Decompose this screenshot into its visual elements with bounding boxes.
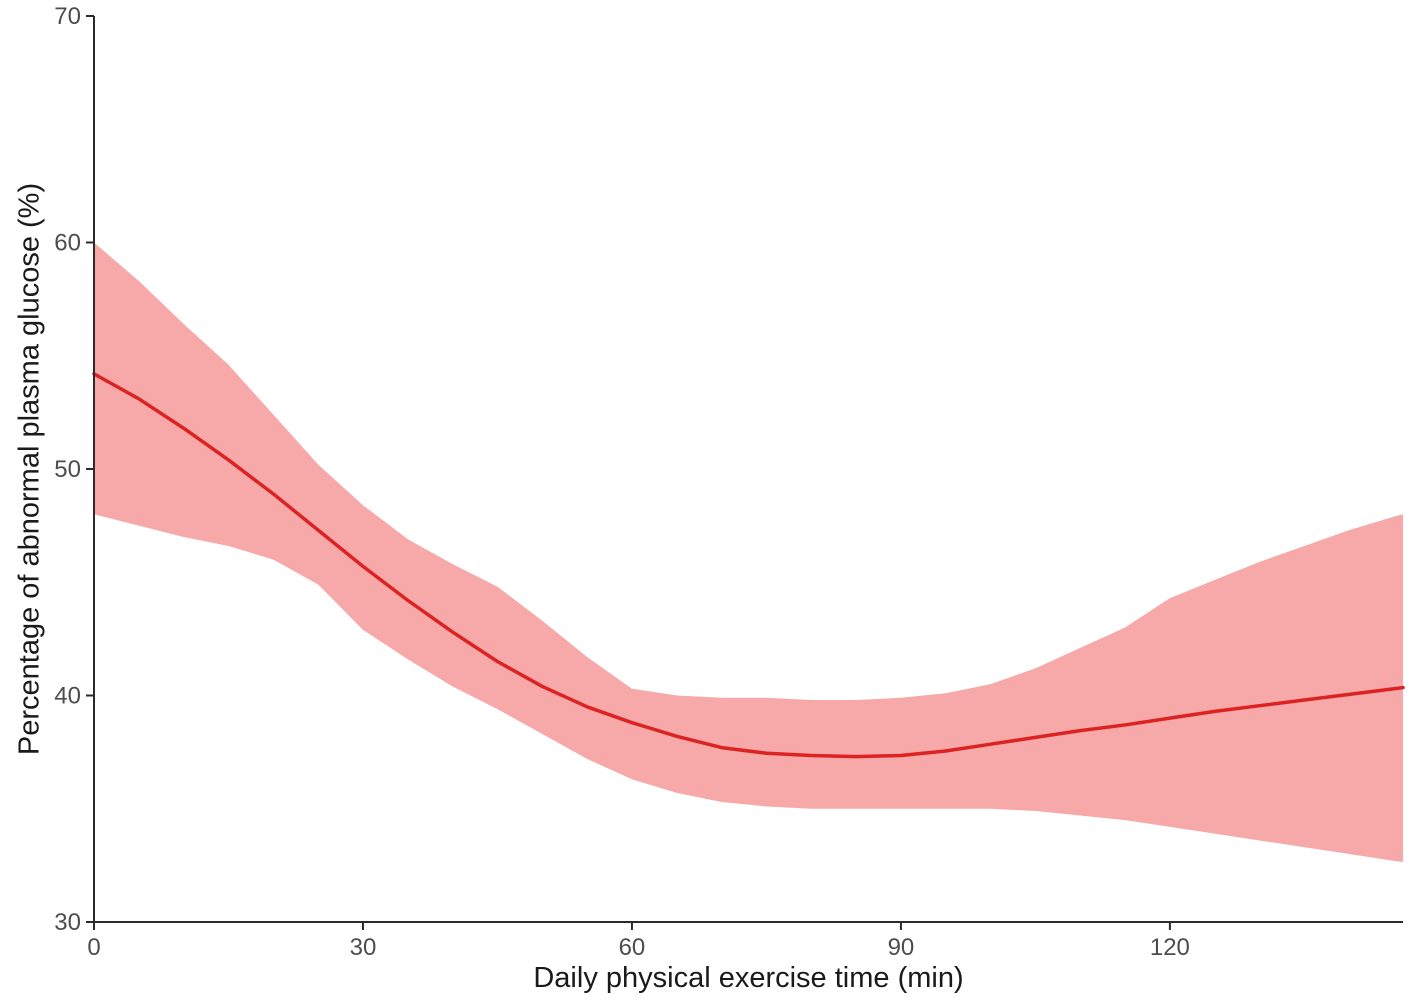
y-tick-label: 60 [54, 230, 81, 257]
x-axis-title: Daily physical exercise time (min) [533, 962, 964, 994]
x-tick-label: 120 [1150, 934, 1190, 961]
y-tick-label: 40 [54, 683, 81, 710]
confidence-band [94, 242, 1403, 862]
y-tick-label: 50 [54, 456, 81, 483]
y-tick-label: 70 [54, 3, 81, 30]
fit-line [92, 372, 1405, 759]
x-tick-label: 60 [619, 934, 646, 961]
y-tick-label: 30 [54, 909, 81, 936]
y-axis-title: Percentage of abnormal plasma glucose (%… [13, 182, 46, 756]
x-tick-label: 0 [87, 934, 100, 961]
x-tick-label: 90 [888, 934, 915, 961]
x-tick-label: 30 [350, 934, 377, 961]
